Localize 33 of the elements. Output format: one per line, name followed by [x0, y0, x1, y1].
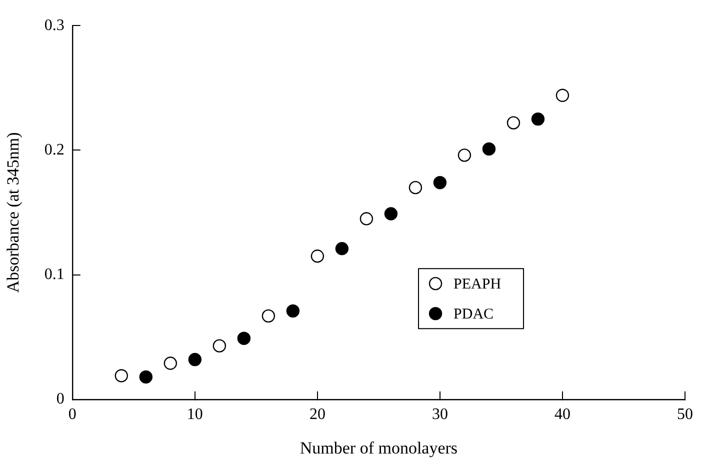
y-tick-label: 0.1: [44, 266, 64, 284]
point: [482, 142, 496, 156]
point: [433, 176, 447, 190]
point: [335, 242, 349, 256]
point: [114, 369, 128, 382]
point: [212, 339, 226, 352]
legend-label: PEAPH: [454, 276, 502, 293]
point: [408, 180, 422, 194]
y-axis-title: Absorbance (at 345nm): [4, 132, 23, 293]
x-tick-label: 0: [68, 406, 76, 424]
point: [262, 309, 276, 323]
point: [188, 352, 202, 366]
x-axis-title: Number of monolayers: [300, 438, 458, 458]
point: [531, 112, 545, 126]
y-tick-label: 0.2: [44, 141, 64, 158]
point: [458, 148, 472, 162]
point: [139, 370, 153, 384]
point: [310, 250, 324, 263]
x-tick-label: 20: [309, 406, 326, 424]
point: [384, 207, 398, 220]
y-tick-label: 0.3: [44, 16, 64, 34]
x-tick-label: 40: [554, 406, 570, 424]
legend-label: PDAC: [454, 306, 494, 323]
point: [237, 332, 251, 345]
y-tick-label: 0: [56, 390, 64, 408]
point: [286, 304, 300, 318]
x-tick-label: 50: [677, 406, 693, 424]
x-tick-label: 10: [186, 406, 203, 424]
x-tick-label: 30: [432, 406, 448, 424]
point: [164, 356, 178, 370]
point: [506, 116, 520, 130]
point: [360, 212, 374, 226]
point: [556, 88, 570, 102]
